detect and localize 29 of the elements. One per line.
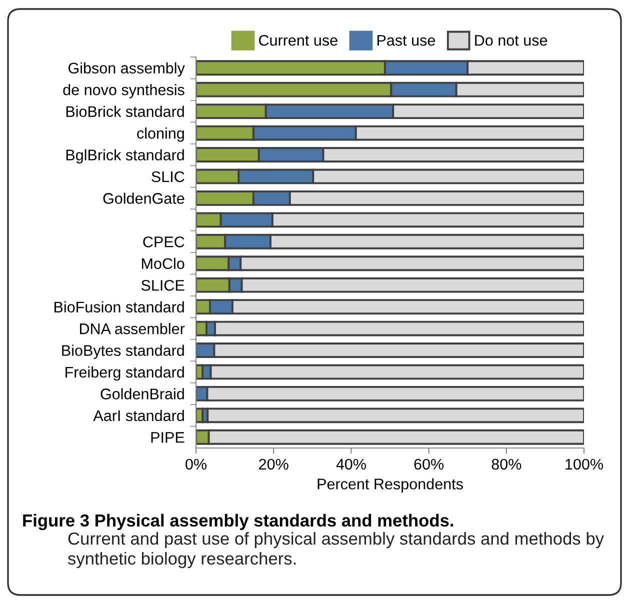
x-axis-title: Percent Respondents xyxy=(318,478,463,492)
x-tick-label: 80% xyxy=(492,458,522,470)
legend-label: Past use xyxy=(377,35,435,46)
y-tick-label: AarI standard xyxy=(93,410,184,422)
y-tick-label: de novo synthesis xyxy=(63,84,184,98)
y-tick-label: DNA assembler xyxy=(80,322,185,334)
text: Current and past use of physical assembly standards and methods by synthetic biology researchers. xyxy=(68,532,604,568)
x-tick-label: 60% xyxy=(414,458,444,470)
legend-label: Do not use xyxy=(475,35,548,46)
y-tick-label: BglBrick standard xyxy=(66,149,184,164)
y-tick-label: SLICE xyxy=(141,280,184,291)
x-tick-label: 40% xyxy=(336,458,366,470)
x-tick-label: 0% xyxy=(186,458,206,470)
y-tick-label: CPEC xyxy=(143,236,184,248)
x-tick-label: 20% xyxy=(259,458,288,470)
y-tick-label: GoldenGate xyxy=(103,192,184,204)
y-tick-label: BioBrick standard xyxy=(66,106,184,117)
y-tick-label: MoClo xyxy=(142,258,184,270)
x-tick-label: 100% xyxy=(566,458,603,470)
y-tick-label: BioFusion standard xyxy=(54,301,184,312)
y-tick-label: cloning xyxy=(137,127,184,142)
legend-label: Current use xyxy=(258,34,338,46)
y-tick-label: SLIC xyxy=(152,171,184,182)
y-tick-label: BioBytes standard xyxy=(62,344,184,359)
y-tick-label: GoldenBraid xyxy=(100,388,184,400)
y-tick-label: Freiberg standard xyxy=(66,366,184,381)
caption: Figure 3 Physical assembly standards and methods. xyxy=(23,514,454,530)
y-tick-label: PIPE xyxy=(151,432,184,443)
y-tick-label: Gibson assembly xyxy=(68,62,185,77)
